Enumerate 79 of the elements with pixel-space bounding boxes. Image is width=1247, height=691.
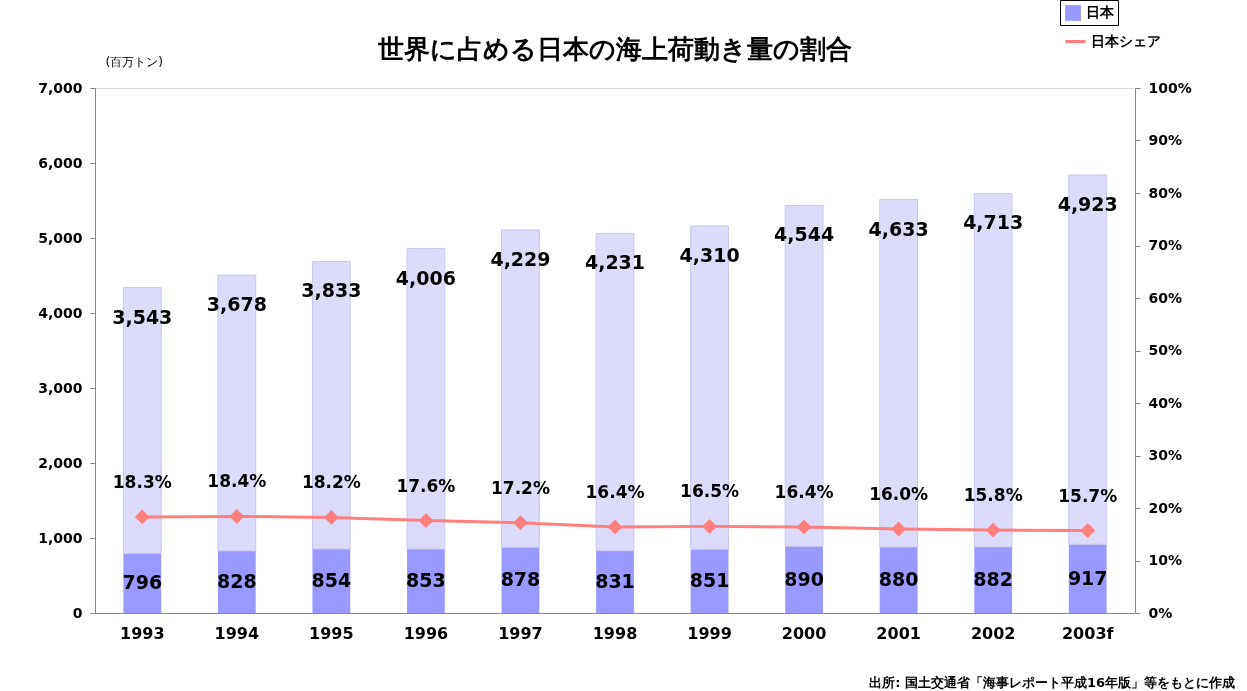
data-label: 4,231 [584,251,646,274]
point [607,519,623,535]
y-tick-label: 1,000 [38,529,83,546]
point [1080,523,1096,538]
data-label: 3,543 [112,305,173,328]
y-tick-label: 7,000 [38,79,83,96]
y2-tick-label: 10% [1148,552,1183,568]
data-label: 853 [406,569,446,592]
y-tick-label: 4,000 [38,304,83,321]
x-tick-label: 1993 [120,623,165,643]
point [985,522,1001,538]
data-label: 854 [311,568,352,591]
y-tick-label: 3,000 [38,379,83,396]
data-label: 4,006 [395,266,456,289]
x-tick-label: 2000 [781,623,827,643]
data-label: 16.0% [869,484,929,504]
data-label: 15.7% [1058,485,1118,506]
point [229,508,245,524]
y2-tick-label: 50% [1148,342,1183,358]
data-label: 828 [216,569,257,592]
data-label: 796 [122,571,163,594]
data-label: 917 [1067,566,1108,589]
data-label: 4,923 [1057,193,1118,215]
y2-tick-label: 100% [1148,79,1192,96]
x-tick-label: 2001 [876,623,921,643]
data-label: 16.4% [585,481,645,502]
y-tick-label: 6,000 [38,154,83,171]
data-label: 16.5% [680,481,740,502]
x-tick-label: 1997 [498,623,543,643]
data-label: 18.4% [207,471,267,492]
data-label: 15.8% [963,485,1023,506]
y2-tick-label: 70% [1148,237,1183,253]
chart-title: 世界に占める日本の海上荷動き量の割合 [377,34,852,64]
x-tick-label: 1996 [403,623,449,643]
data-label: 17.2% [490,477,550,498]
data-label: 18.2% [301,472,361,493]
data-label: 880 [878,568,919,590]
data-label: 851 [689,569,730,592]
legend-label: 日本 [1086,4,1115,20]
data-label: 3,833 [301,279,362,302]
data-label: 4,544 [774,223,835,246]
y2-tick-label: 60% [1148,289,1183,306]
x-tick-label: 1999 [687,623,732,643]
data-label: 878 [500,568,541,591]
y2-tick-label: 20% [1148,499,1183,516]
point [323,510,339,525]
y2-tick-label: 0% [1148,604,1173,621]
x-tick-label: 1994 [214,623,260,643]
data-label: 18.3% [112,471,172,492]
data-label: 4,229 [490,247,551,270]
data-label: 4,633 [868,217,929,240]
point [891,521,907,537]
data-label: 16.4% [774,481,834,502]
data-label: 4,310 [679,243,740,266]
x-tick-label: 1995 [309,623,354,643]
y2-tick-label: 40% [1148,394,1183,411]
point [702,518,717,534]
data-label: 4,713 [963,211,1024,234]
y2-tick-label: 80% [1148,184,1183,201]
x-tick-label: 1998 [592,623,638,643]
y-axis-title: (百万トン) [105,54,163,69]
y-tick-label: 5,000 [38,229,83,246]
y-tick-label: 0 [72,604,83,621]
point [513,515,528,531]
x-tick-label: 2002 [970,623,1016,643]
point [796,519,812,535]
point [134,509,150,525]
data-label: 890 [784,567,824,590]
data-label: 3,678 [206,293,267,316]
y2-tick-label: 90% [1148,132,1183,148]
x-tick-label: 2003f [1061,623,1115,643]
text: 出所: 国土交通省「海事レポート平成16年版」等をもとに作成 [869,675,1235,690]
data-label: 17.6% [396,475,456,496]
point [418,513,434,529]
y2-tick-label: 30% [1148,447,1183,463]
data-label: 831 [595,569,635,592]
legend-label: 日本シェア [1091,32,1161,49]
data-label: 882 [973,567,1014,590]
y-tick-label: 2,000 [38,454,83,471]
